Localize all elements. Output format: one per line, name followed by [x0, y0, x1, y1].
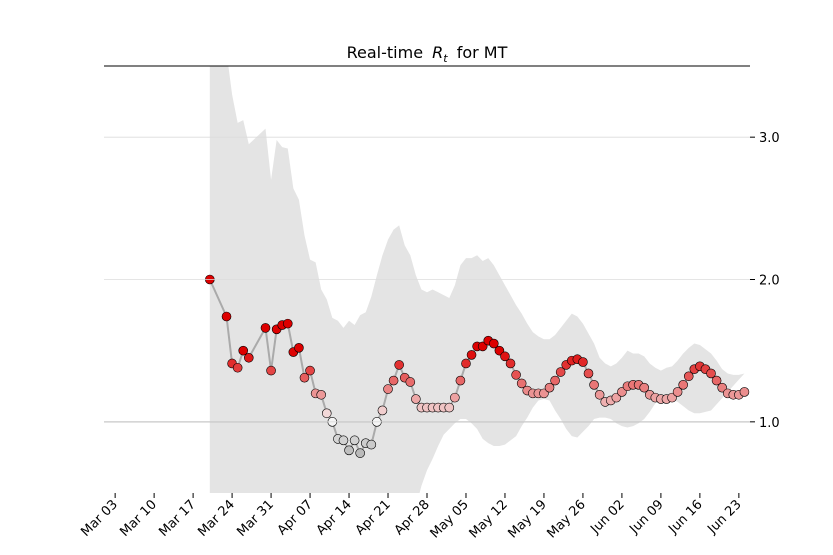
- chart-title: Real-time Rt for MT: [347, 43, 508, 66]
- rt-point: [355, 448, 365, 458]
- rt-point: [299, 372, 310, 383]
- rt-point: [594, 389, 605, 400]
- title-part: t: [443, 52, 448, 65]
- plot-area: [104, 66, 750, 493]
- rt-point: [338, 435, 349, 446]
- rt-point: [221, 311, 232, 322]
- rt-point: [550, 375, 560, 386]
- rt-point: [344, 445, 354, 456]
- x-tick-label: Apr 07: [275, 497, 316, 538]
- rt-point: [461, 358, 471, 369]
- title-part: for MT: [457, 43, 508, 62]
- y-tick-label: 3.0: [759, 131, 780, 146]
- rt-point: [444, 402, 455, 413]
- rt-point: [589, 380, 599, 390]
- x-tick-label: Mar 24: [195, 497, 238, 540]
- rt-point: [505, 358, 516, 369]
- rt-point: [500, 351, 510, 362]
- rt-point: [232, 362, 243, 373]
- x-tick-label: Jun 16: [665, 497, 705, 537]
- rt-point: [489, 338, 499, 349]
- x-tick-label: Jun 09: [626, 497, 666, 537]
- rt-point: [366, 439, 377, 450]
- x-tick-label: Mar 31: [234, 497, 277, 540]
- x-tick-label: May 26: [545, 497, 589, 541]
- rt-point: [455, 375, 466, 386]
- rt-point: [305, 365, 315, 376]
- rt-point: [394, 360, 404, 370]
- x-tick-label: May 05: [428, 497, 472, 541]
- x-tick-label: Jun 23: [704, 497, 744, 537]
- rt-point: [544, 382, 555, 393]
- rt-point: [711, 375, 722, 386]
- rt-point: [683, 371, 694, 382]
- rt-point: [583, 368, 594, 379]
- rt-point: [243, 352, 254, 363]
- rt-point: [555, 367, 566, 377]
- rt-point: [578, 357, 588, 367]
- rt-point: [706, 368, 716, 379]
- x-tick-label: Mar 10: [117, 497, 160, 540]
- x-tick-label: May 19: [506, 497, 550, 541]
- rt-point: [450, 392, 460, 403]
- title-part: Real-time: [347, 43, 423, 62]
- rt-point: [282, 318, 293, 329]
- credible-band: [209, 66, 745, 493]
- y-tick-label: 2.0: [759, 274, 780, 289]
- rt-point: [639, 382, 649, 393]
- x-tick-label: Apr 28: [392, 497, 433, 538]
- rt-point: [316, 389, 326, 400]
- x-tick-label: Apr 14: [314, 497, 355, 538]
- x-tick-label: Mar 17: [156, 497, 199, 540]
- rt-point: [672, 387, 683, 397]
- rt-point: [678, 380, 688, 390]
- x-tick-label: May 12: [467, 497, 511, 541]
- y-tick-label: 1.0: [759, 416, 780, 431]
- rt-point: [466, 350, 477, 360]
- rt-point: [266, 365, 276, 376]
- x-tick-label: Apr 21: [353, 497, 394, 538]
- rt-point: [405, 377, 416, 387]
- rt-point: [388, 375, 399, 386]
- rt-point: [321, 408, 332, 419]
- x-tick-label: Jun 02: [587, 497, 627, 537]
- rt-point: [377, 405, 388, 416]
- rt-point: [411, 394, 421, 404]
- rt-point: [260, 323, 271, 333]
- x-tick-label: Mar 03: [78, 497, 121, 540]
- rt-point: [294, 343, 304, 353]
- title-part: R: [432, 43, 443, 62]
- rt-point: [238, 345, 249, 356]
- rt-point: [516, 378, 527, 389]
- rt-point: [383, 384, 393, 394]
- rt-point: [739, 387, 750, 397]
- rt-point: [511, 370, 521, 380]
- rt-point: [349, 435, 360, 446]
